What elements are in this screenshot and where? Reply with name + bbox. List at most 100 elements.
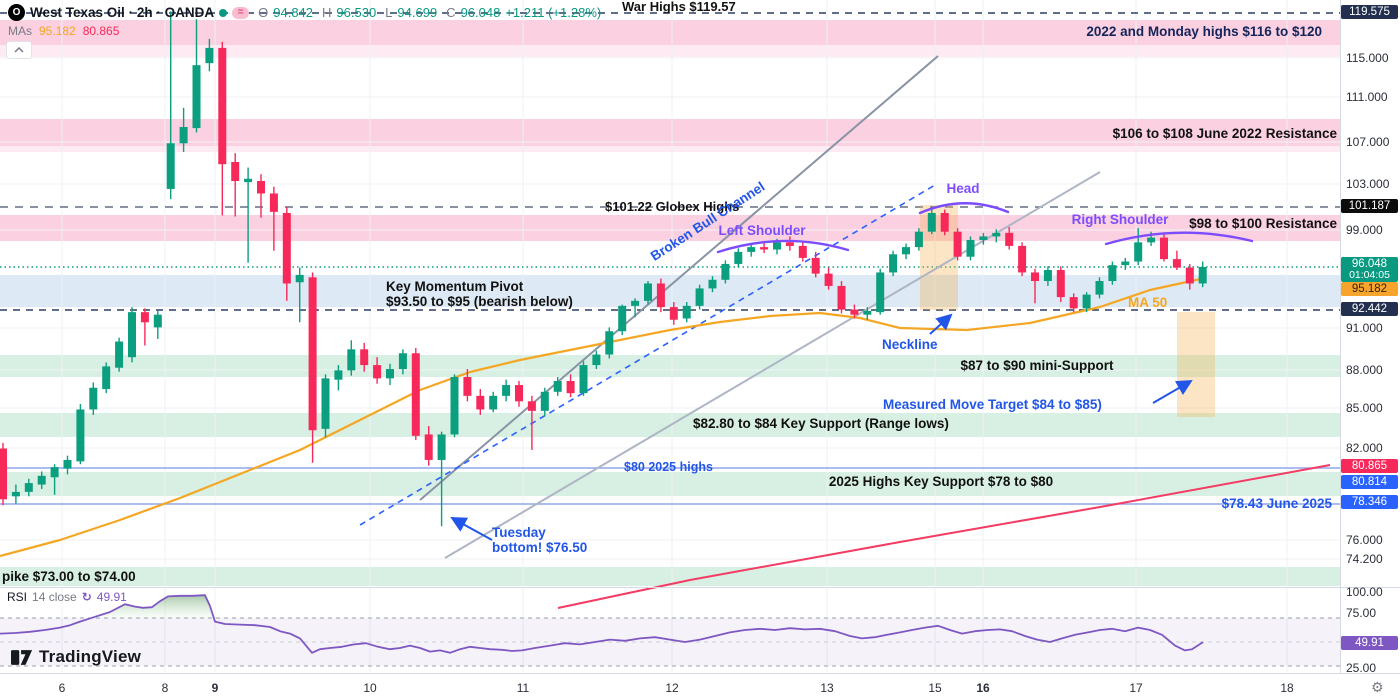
rsi-refresh-icon[interactable]: ↻ [81,590,92,604]
open-value: 94.842 [273,5,314,20]
time-label-6: 6 [58,681,66,695]
down-candle [1172,250,1181,271]
down-candle [1005,227,1014,250]
up-candle [153,310,162,339]
down-candle [811,251,820,278]
projection-box-1 [920,205,958,310]
time-label-16: 16 [976,681,990,695]
up-candle [579,361,588,396]
zone-band-3 [0,146,1340,152]
rsi-params: 14 close [32,590,77,604]
channel-bottom-line [444,171,1101,559]
axis-badge-92.442: 92.442 [1341,302,1398,316]
rsi-value: 49.91 [96,590,127,604]
right-shoulder-arc [1104,231,1254,246]
down-candle [850,304,859,319]
axis-tick-99.000: 99.000 [1346,223,1383,237]
axis-tick-76.000: 76.000 [1346,533,1383,547]
symbol-title[interactable]: West Texas Oil · 2h · OANDA [30,5,215,20]
down-candle [269,186,278,251]
high-label: H [322,5,332,20]
up-candle [605,327,614,359]
axis-badge-96.048: 96.048 01:04:05 [1341,257,1398,282]
projection-box-2 [1177,312,1215,417]
down-candle [566,374,575,398]
up-candle [347,340,356,376]
down-candle [785,236,794,251]
up-candle [37,471,46,489]
down-candle [1160,234,1168,262]
down-candle [1056,266,1065,303]
up-candle [695,284,704,310]
down-candle [463,369,472,402]
down-candle [282,207,291,301]
down-candle [669,302,678,325]
open-label: O [258,5,269,20]
channel-top-line [419,55,939,501]
up-candle [76,404,85,465]
axis-tick-115.000: 115.000 [1346,51,1389,65]
rsi-band-fill [0,618,1340,666]
down-candle [515,381,523,407]
zone-band-6 [0,355,1340,377]
axis-settings-gear-icon[interactable]: ⚙ [1371,679,1384,695]
up-candle [592,350,601,370]
tradingview-logo[interactable]: TradingView [11,647,141,667]
time-label-12: 12 [665,681,679,695]
up-candle [205,38,214,72]
left-shoulder-arc [716,239,850,254]
up-candle [11,484,20,504]
down-candle [424,426,433,466]
down-candle [656,278,665,313]
up-candle [966,236,975,261]
down-candle [231,153,240,217]
up-candle [927,206,936,235]
up-candle [115,337,124,372]
up-candle [321,374,330,438]
ma200-red-line [557,464,1331,609]
collapse-legend-button[interactable] [6,41,32,59]
up-candle [1108,261,1117,285]
axis-badge-78.346: 78.346 [1341,495,1398,509]
rsi-legend: RSI 14 close ↻ 49.91 [7,590,127,604]
axis-badge-101.187: 101.187 [1341,199,1398,213]
ma50-line [0,276,1206,558]
axis-tick-100.00: 100.00 [1346,585,1383,599]
up-candle [863,307,872,320]
up-candle [63,455,72,475]
up-candle [450,374,459,438]
up-candle [50,464,59,495]
axis-tick-82.000: 82.000 [1346,441,1383,455]
up-candle [914,228,923,251]
up-candle [128,307,136,363]
indicator-pill-icon[interactable]: = [232,6,250,19]
up-candle [682,302,691,323]
down-candle [140,308,149,346]
blue-dashed-line [359,184,936,526]
down-candle [411,348,420,441]
axis-tick-111.000: 111.000 [1346,90,1388,104]
rsi-name: RSI [7,590,28,604]
up-candle [876,268,885,315]
oanda-logo-icon: O [8,4,25,21]
up-candle [437,431,446,527]
up-candle [489,391,498,413]
time-label-15: 15 [928,681,942,695]
ma-fast-value: 95.182 [39,24,76,38]
up-candle [179,107,188,153]
time-label-8: 8 [161,681,169,695]
up-candle [708,276,717,293]
up-candle [540,387,549,417]
time-axis-divider [0,673,1400,674]
rsi-overbought-fill [91,595,214,618]
down-candle [1018,242,1027,277]
axis-tick-74.200: 74.200 [1346,552,1383,566]
down-candle [837,281,846,314]
up-candle [295,267,304,323]
time-scale[interactable] [0,674,1400,700]
up-candle [1121,257,1130,271]
time-label-18: 18 [1280,681,1294,695]
indicator-dot-icon[interactable] [219,8,228,17]
